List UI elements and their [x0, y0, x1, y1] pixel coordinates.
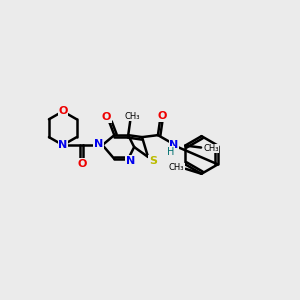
Text: O: O — [157, 111, 167, 121]
Text: CH₃: CH₃ — [203, 144, 219, 153]
Text: N: N — [169, 140, 178, 150]
Text: CH₃: CH₃ — [169, 163, 184, 172]
Text: N: N — [58, 140, 68, 150]
Text: O: O — [102, 112, 111, 122]
Text: N: N — [126, 156, 135, 166]
Text: S: S — [149, 156, 157, 166]
Text: CH₃: CH₃ — [124, 112, 140, 121]
Text: O: O — [78, 159, 87, 169]
Text: H: H — [167, 147, 175, 157]
Text: N: N — [94, 139, 103, 149]
Text: O: O — [58, 106, 68, 116]
